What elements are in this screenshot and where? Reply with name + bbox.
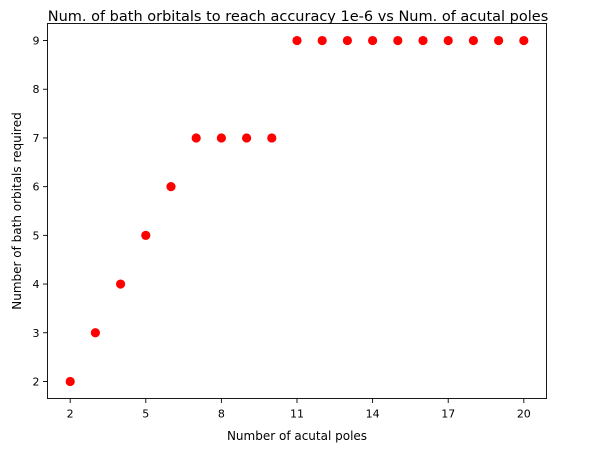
data-point <box>241 133 252 143</box>
data-point <box>216 133 226 143</box>
y-axis-ticks: 2 3 4 5 6 7 8 9 <box>33 35 48 388</box>
x-tick-label: 17 <box>441 408 455 421</box>
data-point <box>342 35 353 46</box>
data-point <box>191 133 201 143</box>
x-tick-label: 5 <box>142 408 149 421</box>
y-tick-label: 2 <box>33 375 40 388</box>
data-point <box>267 133 277 143</box>
chart-title: Num. of bath orbitals to reach accuracy … <box>48 9 549 25</box>
data-point <box>468 35 479 46</box>
data-point <box>494 35 504 46</box>
data-point <box>368 35 378 46</box>
x-tick-label: 20 <box>517 408 531 421</box>
x-tick-label: 14 <box>366 408 380 421</box>
data-point <box>418 35 428 46</box>
y-tick-label: 5 <box>33 229 40 242</box>
y-tick-label: 3 <box>33 327 40 340</box>
y-tick-label: 4 <box>33 278 40 291</box>
data-point <box>115 279 126 289</box>
y-tick-label: 6 <box>33 181 40 194</box>
data-points <box>65 35 529 387</box>
x-tick-label: 11 <box>290 408 304 421</box>
y-tick-label: 7 <box>33 132 40 145</box>
data-point <box>519 35 529 46</box>
y-axis-label: Number of bath orbitals required <box>10 112 24 309</box>
data-point <box>90 328 100 338</box>
x-tick-label: 2 <box>67 408 74 421</box>
data-point <box>292 35 302 46</box>
y-tick-label: 9 <box>33 35 40 48</box>
x-axis-ticks: 2 5 8 11 14 17 20 <box>67 398 531 421</box>
x-axis-label: Number of acutal poles <box>227 429 367 443</box>
data-point <box>166 182 176 192</box>
plot-frame <box>47 23 547 399</box>
y-tick-label: 8 <box>33 83 40 96</box>
data-point <box>141 230 151 240</box>
data-point <box>393 35 403 46</box>
data-point <box>443 35 453 46</box>
x-tick-label: 8 <box>218 408 225 421</box>
data-point <box>317 35 327 46</box>
data-point <box>65 376 75 387</box>
